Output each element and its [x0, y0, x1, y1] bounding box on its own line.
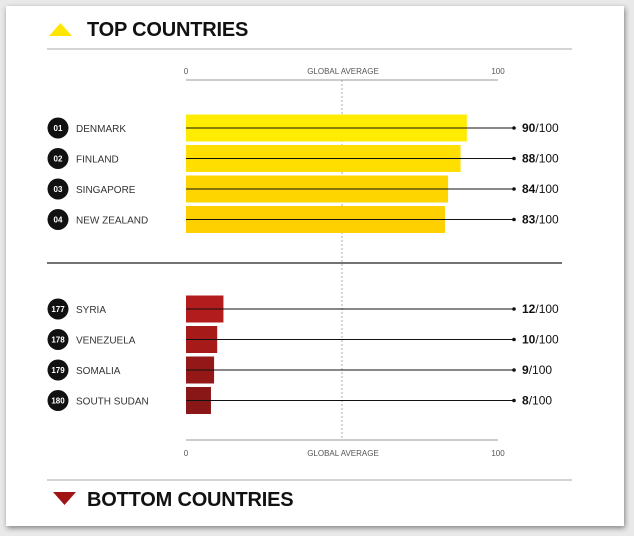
score-label: 90/100	[522, 121, 559, 135]
score-value: 88	[522, 152, 536, 166]
chart-rows: 01 DENMARK 90/100 02 FINLAND 88/100 03 SINGAPOR…	[47, 114, 559, 414]
top-axis-mid-label: GLOBAL AVERAGE	[307, 67, 379, 76]
score-value: 84	[522, 182, 536, 196]
leader-dot	[512, 337, 516, 342]
rank-badge	[47, 117, 69, 139]
rank-badge	[47, 178, 69, 200]
rank-badge	[47, 390, 69, 411]
rank-badge	[47, 148, 69, 169]
score-suffix: /100	[535, 333, 559, 347]
score-value: 83	[522, 213, 536, 227]
score-suffix: /100	[535, 121, 559, 135]
leader-dot	[512, 217, 516, 222]
score-suffix: /100	[535, 182, 559, 196]
score-suffix: /100	[529, 394, 553, 408]
rank-number: 178	[51, 336, 65, 345]
rank-number: 03	[54, 185, 63, 194]
rank-badge	[47, 298, 69, 320]
score-label: 12/100	[522, 302, 559, 316]
top-axis-max-label: 100	[491, 67, 505, 76]
chart-card: TOP COUNTRIES BOTTOM COUNTRIES 0 GLOBAL …	[6, 6, 624, 526]
score-suffix: /100	[529, 363, 553, 377]
rank-number: 01	[54, 124, 63, 133]
score-value: 9	[522, 363, 529, 377]
rank-number: 180	[51, 397, 65, 406]
country-ranking-chart: TOP COUNTRIES BOTTOM COUNTRIES 0 GLOBAL …	[47, 19, 572, 511]
triangle-up-icon	[49, 23, 72, 36]
rank-number: 02	[54, 155, 63, 164]
country-name: DENMARK	[76, 124, 126, 135]
leader-dot	[512, 126, 516, 130]
triangle-down-icon	[53, 492, 76, 505]
country-name: NEW ZEALAND	[76, 216, 148, 227]
score-suffix: /100	[535, 302, 559, 316]
leader-dot	[512, 368, 516, 372]
rank-number: 179	[51, 366, 65, 375]
score-label: 88/100	[522, 152, 559, 166]
country-name: VENEZUELA	[76, 336, 136, 347]
score-value: 12	[522, 302, 536, 316]
score-suffix: /100	[535, 152, 559, 166]
country-name: SINGAPORE	[76, 185, 136, 196]
leader-dot	[512, 156, 516, 161]
bottom-countries-title: BOTTOM COUNTRIES	[87, 489, 293, 511]
score-label: 9/100	[522, 363, 552, 377]
leader-dot	[512, 307, 516, 311]
leader-dot	[512, 187, 516, 191]
country-name: FINLAND	[76, 155, 119, 166]
rank-number: 177	[51, 305, 65, 314]
bottom-axis-min-label: 0	[184, 449, 189, 458]
leader-dot	[512, 398, 516, 403]
score-label: 8/100	[522, 394, 552, 408]
bottom-axis-max-label: 100	[491, 449, 505, 458]
score-value: 90	[522, 121, 536, 135]
top-countries-title: TOP COUNTRIES	[87, 19, 248, 41]
score-suffix: /100	[535, 213, 559, 227]
country-name: SOMALIA	[76, 366, 121, 377]
rank-badge	[47, 329, 69, 350]
score-label: 84/100	[522, 182, 559, 196]
country-name: SOUTH SUDAN	[76, 397, 149, 408]
top-axis-min-label: 0	[184, 67, 189, 76]
score-value: 10	[522, 333, 536, 347]
score-label: 83/100	[522, 213, 559, 227]
rank-number: 04	[54, 216, 63, 225]
rank-badge	[47, 209, 69, 230]
bottom-axis-mid-label: GLOBAL AVERAGE	[307, 449, 379, 458]
rank-badge	[47, 359, 69, 381]
score-label: 10/100	[522, 333, 559, 347]
country-name: SYRIA	[76, 305, 106, 316]
score-value: 8	[522, 394, 529, 408]
